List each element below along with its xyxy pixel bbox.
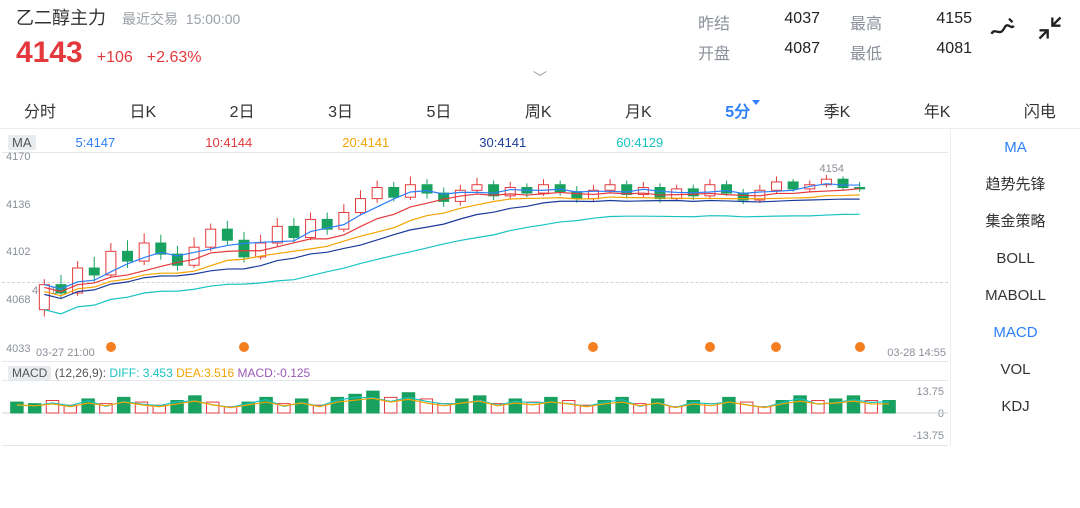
ma-legend-item: 10:4144 — [205, 135, 252, 150]
price-change-pct: +2.63% — [147, 49, 202, 67]
symbol-name: 乙二醇主力 — [16, 4, 106, 30]
ma-legend-label: MA — [8, 135, 36, 150]
indicator-item[interactable]: MACD — [951, 314, 1080, 351]
open-value: 4087 — [760, 40, 820, 64]
event-dot[interactable] — [771, 342, 781, 352]
ma-legend-item: 30:4141 — [479, 135, 526, 150]
timeframe-tab[interactable]: 5日 — [426, 98, 451, 122]
ma-legend-item: 5:4147 — [76, 135, 116, 150]
chart-column: MA 5:4147 10:4144 20:4141 30:4141 60:4129 41… — [0, 129, 950, 446]
ma-legend-item: 60:4129 — [616, 135, 663, 150]
timeframe-tab[interactable]: 闪电 — [1024, 98, 1056, 122]
timeframe-tab[interactable]: 2日 — [230, 98, 255, 122]
macd-dea: DEA:3.516 — [176, 366, 237, 380]
macd-diff: DIFF: 3.453 — [109, 366, 176, 380]
draw-icon[interactable] — [988, 14, 1016, 47]
header: 乙二醇主力 最近交易 15:00:00 4143 +106 +2.63% 昨结 … — [0, 0, 1080, 70]
prev-close-value: 4037 — [760, 10, 820, 34]
event-dot[interactable] — [588, 342, 598, 352]
header-left: 乙二醇主力 最近交易 15:00:00 4143 +106 +2.63% — [16, 4, 698, 70]
ma-legend-item: 20:4141 — [342, 135, 389, 150]
indicator-item[interactable]: VOL — [951, 351, 1080, 388]
price-chart[interactable]: 41704136410240684033408103-27 21:0003-28… — [2, 152, 948, 362]
event-dot[interactable] — [705, 342, 715, 352]
low-value: 4081 — [912, 40, 972, 64]
indicator-item[interactable]: 趋势先锋 — [951, 166, 1080, 203]
price-change: +106 — [97, 49, 133, 67]
timeframe-tab[interactable]: 日K — [130, 98, 157, 122]
timeframe-tab[interactable]: 周K — [525, 98, 552, 122]
timeframe-tab[interactable]: 月K — [625, 98, 652, 122]
prev-close-label: 昨结 — [698, 10, 730, 34]
event-dot[interactable] — [106, 342, 116, 352]
macd-legend: MACD (12,26,9): DIFF: 3.453 DEA:3.516 MA… — [0, 362, 950, 380]
timeframe-tabs: 分时 日K 2日 3日 5日 周K 月K 5分 季K 年K 闪电 — [0, 88, 1080, 128]
open-label: 开盘 — [698, 40, 730, 64]
last-trade-time: 15:00:00 — [186, 11, 241, 27]
timeframe-tab[interactable]: 分时 — [24, 98, 56, 122]
event-dot[interactable] — [239, 342, 249, 352]
timeframe-tab[interactable]: 5分 — [725, 98, 750, 122]
collapse-icon[interactable] — [1036, 14, 1064, 47]
timeframe-tab[interactable]: 季K — [824, 98, 851, 122]
last-price: 4143 — [16, 36, 83, 70]
indicator-item[interactable]: MABOLL — [951, 277, 1080, 314]
macd-params: (12,26,9): — [55, 366, 106, 380]
macd-chart[interactable]: 13.750-13.75 — [2, 380, 948, 446]
indicator-item[interactable]: 集金策略 — [951, 203, 1080, 240]
ma-legend: MA 5:4147 10:4144 20:4141 30:4141 60:4129 — [0, 129, 950, 152]
high-label: 最高 — [850, 10, 882, 34]
high-value: 4155 — [912, 10, 972, 34]
low-label: 最低 — [850, 40, 882, 64]
event-dot[interactable] — [855, 342, 865, 352]
last-trade-label: 最近交易 — [122, 11, 178, 27]
expand-caret-icon[interactable]: ﹀ — [0, 68, 1080, 88]
macd-label: MACD — [8, 366, 51, 380]
indicator-sidebar: MA趋势先锋集金策略BOLLMABOLLMACDVOLKDJ — [950, 129, 1080, 446]
timeframe-tab[interactable]: 3日 — [328, 98, 353, 122]
indicator-item[interactable]: KDJ — [951, 388, 1080, 425]
macd-hist: MACD:-0.125 — [238, 366, 311, 380]
ohlc-stats: 昨结 4037 最高 4155 开盘 4087 最低 4081 — [698, 4, 972, 70]
indicator-item[interactable]: MA — [951, 129, 1080, 166]
timeframe-tab[interactable]: 年K — [924, 98, 951, 122]
indicator-item[interactable]: BOLL — [951, 240, 1080, 277]
